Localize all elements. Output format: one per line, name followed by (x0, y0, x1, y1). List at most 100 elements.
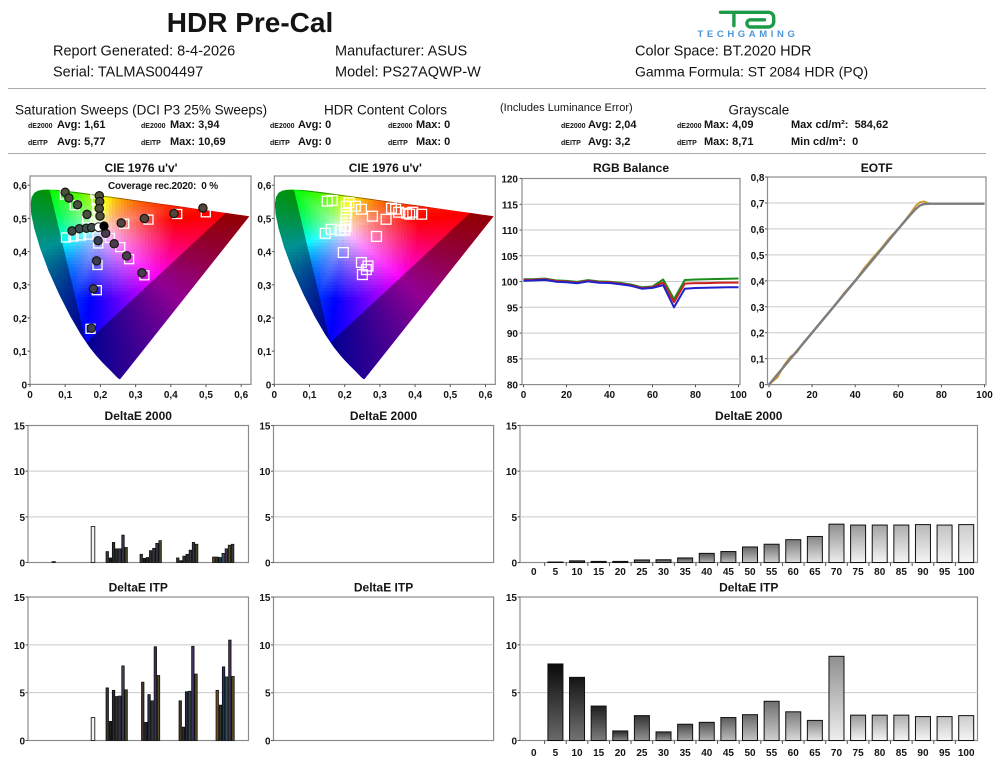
svg-text:Avg: 5,77: Avg: 5,77 (57, 136, 106, 148)
svg-text:0,6: 0,6 (13, 181, 27, 192)
svg-text:dE2000: dE2000 (677, 123, 702, 130)
svg-text:dEITP: dEITP (388, 140, 408, 147)
svg-text:dE2000: dE2000 (270, 123, 295, 130)
svg-text:100: 100 (976, 390, 993, 401)
svg-text:dEITP: dEITP (28, 140, 48, 147)
svg-text:0,2: 0,2 (93, 390, 107, 401)
svg-text:0,2: 0,2 (338, 390, 352, 401)
svg-text:Max: 0: Max: 0 (416, 119, 450, 131)
svg-text:0,3: 0,3 (257, 281, 271, 292)
svg-text:0,1: 0,1 (751, 355, 765, 366)
svg-text:Max: 4,09: Max: 4,09 (704, 119, 754, 131)
svg-text:Avg: 2,04: Avg: 2,04 (588, 119, 637, 131)
svg-text:Serial: TALMAS004497: Serial: TALMAS004497 (53, 65, 203, 81)
svg-text:0,1: 0,1 (303, 390, 317, 401)
svg-text:0,5: 0,5 (751, 251, 765, 262)
svg-text:90: 90 (507, 329, 519, 340)
svg-text:120: 120 (501, 175, 518, 186)
svg-text:0,3: 0,3 (129, 390, 143, 401)
svg-text:0,8: 0,8 (751, 173, 765, 184)
svg-text:110: 110 (502, 226, 519, 237)
svg-text:dE2000: dE2000 (561, 123, 586, 130)
svg-text:0,2: 0,2 (257, 314, 271, 325)
svg-text:85: 85 (507, 355, 519, 366)
svg-text:Max: 0: Max: 0 (416, 136, 450, 148)
svg-text:HDR Content Colors: HDR Content Colors (324, 103, 447, 118)
svg-text:0,3: 0,3 (751, 303, 765, 314)
svg-text:dEITP: dEITP (561, 140, 581, 147)
svg-text:TECHGAMING: TECHGAMING (698, 29, 799, 40)
svg-text:0,1: 0,1 (257, 347, 271, 358)
svg-text:0,7: 0,7 (751, 199, 765, 210)
svg-text:CIE 1976 u'v': CIE 1976 u'v' (349, 161, 422, 175)
svg-text:HDR Pre-Cal: HDR Pre-Cal (167, 7, 333, 38)
svg-text:0,1: 0,1 (58, 390, 72, 401)
svg-text:95: 95 (507, 303, 519, 314)
svg-text:0: 0 (521, 390, 527, 401)
svg-text:80: 80 (690, 390, 702, 401)
svg-text:Max: 3,94: Max: 3,94 (170, 119, 220, 131)
svg-text:EOTF: EOTF (861, 161, 893, 175)
svg-text:100: 100 (501, 278, 518, 289)
svg-text:0,5: 0,5 (13, 214, 27, 225)
svg-text:Coverage rec.2020: 0 %: Coverage rec.2020: 0 % (108, 181, 218, 192)
svg-text:Avg: 0: Avg: 0 (298, 119, 331, 131)
svg-text:20: 20 (807, 390, 819, 401)
svg-text:dEITP: dEITP (270, 140, 290, 147)
svg-text:Color Space: BT.2020 HDR: Color Space: BT.2020 HDR (635, 44, 812, 60)
svg-text:0: 0 (759, 381, 765, 392)
svg-text:80: 80 (936, 390, 948, 401)
svg-text:0,5: 0,5 (199, 390, 213, 401)
svg-text:60: 60 (647, 390, 659, 401)
svg-text:0,4: 0,4 (751, 277, 765, 288)
svg-text:Model: PS27AQWP-W: Model: PS27AQWP-W (335, 65, 481, 81)
svg-text:0,4: 0,4 (164, 390, 178, 401)
svg-text:0: 0 (27, 390, 33, 401)
svg-text:Max: 8,71: Max: 8,71 (704, 136, 754, 148)
svg-text:40: 40 (604, 390, 616, 401)
svg-text:Avg: 0: Avg: 0 (298, 136, 331, 148)
svg-text:dEITP: dEITP (677, 140, 697, 147)
svg-text:0,4: 0,4 (13, 248, 27, 259)
svg-text:Avg: 3,2: Avg: 3,2 (588, 136, 630, 148)
svg-text:0,1: 0,1 (13, 347, 27, 358)
svg-text:0,5: 0,5 (443, 390, 457, 401)
svg-text:0,6: 0,6 (479, 390, 493, 401)
svg-text:105: 105 (501, 252, 518, 263)
svg-text:Grayscale: Grayscale (729, 103, 790, 118)
svg-text:100: 100 (730, 390, 747, 401)
svg-text:(Includes Luminance Error): (Includes Luminance Error) (500, 102, 633, 114)
svg-text:0,6: 0,6 (751, 225, 765, 236)
svg-text:20: 20 (561, 390, 573, 401)
svg-text:0: 0 (272, 390, 278, 401)
svg-text:80: 80 (507, 381, 519, 392)
svg-text:dE2000: dE2000 (388, 123, 413, 130)
svg-text:Max cd/m²: 584,62: Max cd/m²: 584,62 (791, 119, 888, 131)
svg-text:0: 0 (21, 380, 27, 391)
svg-text:0,3: 0,3 (13, 281, 27, 292)
svg-text:Min cd/m²: 0: Min cd/m²: 0 (791, 136, 858, 148)
svg-text:Manufacturer: ASUS: Manufacturer: ASUS (335, 44, 467, 60)
svg-text:0,4: 0,4 (408, 390, 422, 401)
svg-text:Avg: 1,61: Avg: 1,61 (57, 119, 106, 131)
svg-text:0: 0 (266, 380, 272, 391)
svg-text:60: 60 (893, 390, 905, 401)
svg-text:0,5: 0,5 (257, 214, 271, 225)
svg-text:dEITP: dEITP (141, 140, 161, 147)
svg-text:dE2000: dE2000 (141, 123, 166, 130)
svg-text:Report Generated: 8-4-2026: Report Generated: 8-4-2026 (53, 44, 235, 60)
svg-text:0,6: 0,6 (234, 390, 248, 401)
svg-text:0: 0 (766, 390, 772, 401)
svg-text:CIE 1976 u'v': CIE 1976 u'v' (104, 161, 177, 175)
svg-text:0,2: 0,2 (751, 329, 765, 340)
svg-text:Max: 10,69: Max: 10,69 (170, 136, 226, 148)
svg-text:dE2000: dE2000 (28, 123, 53, 130)
svg-text:Gamma Formula: ST 2084 HDR (PQ: Gamma Formula: ST 2084 HDR (PQ) (635, 64, 868, 80)
svg-text:40: 40 (850, 390, 862, 401)
svg-text:115: 115 (502, 200, 519, 211)
svg-text:0,2: 0,2 (13, 314, 27, 325)
svg-text:0,6: 0,6 (257, 181, 271, 192)
svg-text:Saturation Sweeps (DCI P3 25%: Saturation Sweeps (DCI P3 25% Sweeps) (15, 103, 267, 118)
svg-text:RGB Balance: RGB Balance (593, 161, 669, 175)
svg-text:0,3: 0,3 (373, 390, 387, 401)
